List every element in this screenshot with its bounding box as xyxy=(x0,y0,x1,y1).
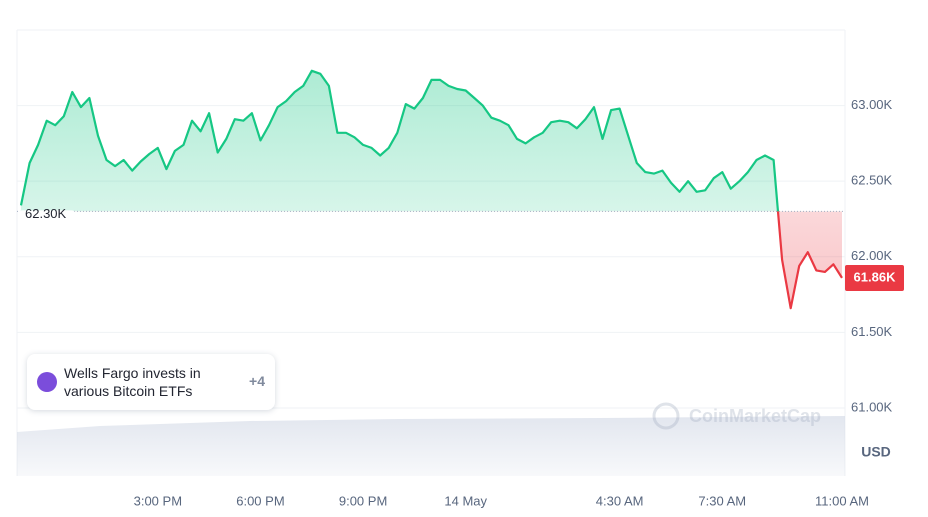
x-tick-label: 11:00 AM xyxy=(815,493,869,508)
news-count[interactable]: +4 xyxy=(249,373,265,389)
baseline-label-bg xyxy=(19,210,75,231)
x-tick-label: 6:00 PM xyxy=(236,493,284,508)
area-up xyxy=(21,70,778,212)
watermark-text: CoinMarketCap xyxy=(689,406,821,426)
x-tick-label: 7:30 AM xyxy=(698,493,746,508)
y-tick-label: 62.50K xyxy=(851,173,893,188)
baseline-label: 62.30K xyxy=(25,206,67,221)
x-tick-label: 9:00 PM xyxy=(339,493,387,508)
news-text: Wells Fargo invests in various Bitcoin E… xyxy=(64,365,201,399)
plot: 62.30K xyxy=(17,69,845,310)
news-card[interactable]: Wells Fargo invests in various Bitcoin E… xyxy=(27,354,275,410)
news-icon xyxy=(37,372,57,392)
watermark: CoinMarketCap xyxy=(652,402,821,430)
y-tick-label: 61.00K xyxy=(851,399,893,414)
y-tick-label: 61.50K xyxy=(851,324,893,339)
x-tick-label: 4:30 AM xyxy=(596,493,644,508)
y-tick-label: 63.00K xyxy=(851,97,893,112)
price-label: 61.86K xyxy=(854,269,897,284)
y-axis-label: USD xyxy=(861,444,891,460)
y-tick-label: 62.00K xyxy=(851,248,893,263)
watermark-logo xyxy=(652,402,680,430)
volume-area xyxy=(17,416,845,476)
price-label-bg xyxy=(845,264,904,291)
x-tick-label: 3:00 PM xyxy=(134,493,182,508)
price-line-up xyxy=(19,69,780,212)
x-tick-label: 14 May xyxy=(444,493,487,508)
